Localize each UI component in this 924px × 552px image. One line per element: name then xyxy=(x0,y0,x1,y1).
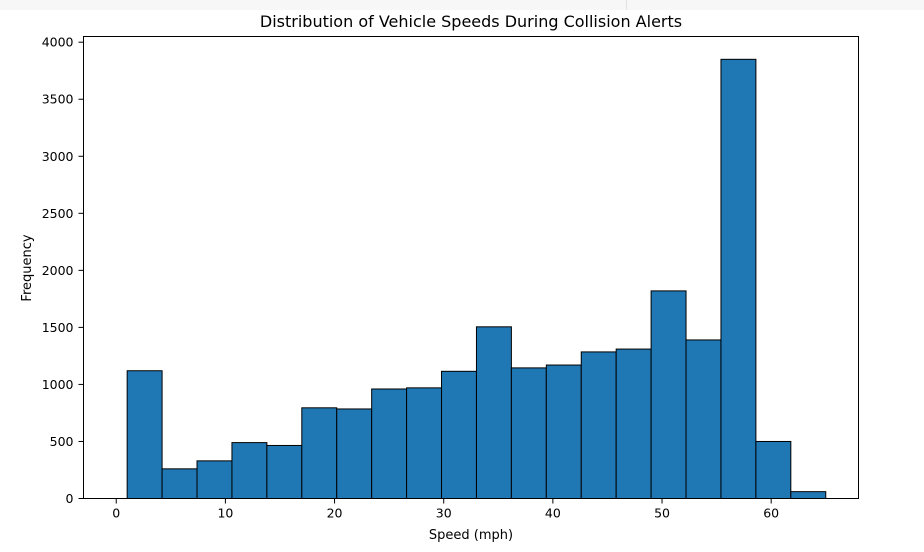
histogram-bar xyxy=(161,468,198,499)
x-tick-label: 20 xyxy=(327,506,343,521)
x-tick-label: 60 xyxy=(763,506,779,521)
histogram-bar xyxy=(720,58,757,499)
histogram-bar xyxy=(545,364,582,499)
histogram-bar xyxy=(615,348,652,499)
top-strip-divider xyxy=(626,0,627,10)
x-tick-label: 40 xyxy=(545,506,561,521)
histogram-bar xyxy=(685,339,722,499)
y-tick-label: 4000 xyxy=(42,35,74,50)
y-axis-label: Frequency xyxy=(20,234,35,301)
histogram-bar xyxy=(266,444,303,500)
y-tick-label: 1000 xyxy=(42,377,74,392)
histogram-bar xyxy=(371,388,408,499)
histogram-bar xyxy=(301,407,338,499)
y-tick-label: 3500 xyxy=(42,92,74,107)
histogram-bar xyxy=(231,442,268,499)
y-axis-ticks: 0 500 1000 1500 2000 2500 3000 3500 4000 xyxy=(42,35,84,506)
histogram-bar xyxy=(196,460,233,500)
x-tick-label: 50 xyxy=(654,506,670,521)
histogram-bar xyxy=(790,491,827,499)
histogram-bars xyxy=(126,58,827,500)
x-tick-label: 10 xyxy=(217,506,233,521)
y-tick-label: 2500 xyxy=(42,206,74,221)
plot-area-frame xyxy=(83,36,859,499)
y-tick-label: 2000 xyxy=(42,263,74,278)
histogram-bar xyxy=(441,370,477,499)
x-tick-label: 0 xyxy=(112,506,120,521)
histogram-bar xyxy=(650,290,687,500)
x-tick-label: 30 xyxy=(436,506,452,521)
histogram-bar xyxy=(126,370,163,499)
y-tick-label: 3000 xyxy=(42,149,74,164)
y-tick-label: 0 xyxy=(66,491,74,506)
x-axis-label: Speed (mph) xyxy=(429,528,513,543)
histogram-bar xyxy=(336,408,373,499)
histogram-bar xyxy=(475,326,512,499)
histogram-bar xyxy=(510,367,547,500)
y-tick-label: 1500 xyxy=(42,320,74,335)
histogram-bar xyxy=(406,387,443,499)
histogram-bar xyxy=(580,351,617,500)
histogram-bar xyxy=(755,440,792,499)
x-axis-ticks: 0 10 20 30 40 50 60 xyxy=(112,498,779,521)
top-strip xyxy=(0,0,924,10)
chart-title: Distribution of Vehicle Speeds During Co… xyxy=(260,12,682,31)
y-tick-label: 500 xyxy=(50,434,74,449)
